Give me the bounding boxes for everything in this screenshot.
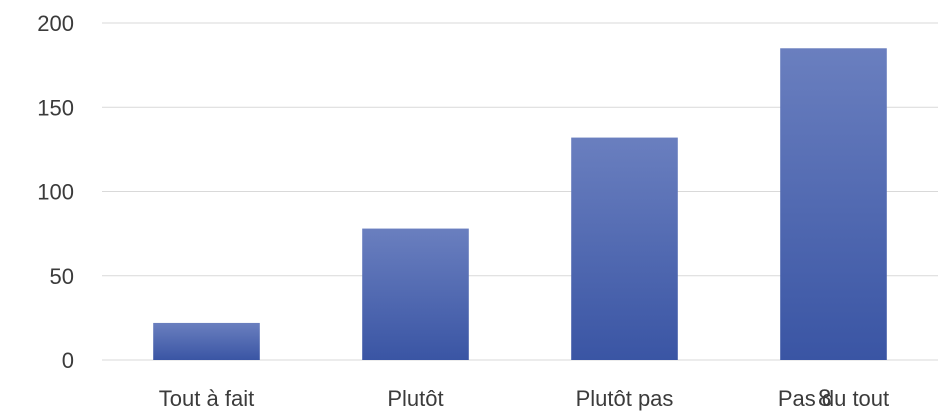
y-axis-ticks: 0 50 100 150 200	[37, 11, 74, 373]
y-tick-label: 100	[37, 180, 74, 205]
bar-3	[571, 137, 678, 360]
x-category-label: Plutôt pas	[576, 386, 674, 411]
x-category-label: Pas du tout	[778, 386, 889, 411]
bar-4	[780, 48, 887, 361]
bar-2	[362, 228, 469, 360]
y-tick-label: 150	[37, 95, 74, 120]
page-number: 8	[818, 385, 831, 412]
y-tick-label: 0	[62, 348, 74, 373]
y-tick-label: 200	[37, 11, 74, 36]
x-axis-labels: Tout à fait Plutôt Plutôt pas Pas du tout	[159, 386, 889, 411]
x-category-label: Plutôt	[387, 386, 443, 411]
bar-1	[153, 322, 260, 360]
x-category-label: Tout à fait	[159, 386, 254, 411]
bars	[153, 48, 887, 361]
y-tick-label: 50	[50, 264, 74, 289]
